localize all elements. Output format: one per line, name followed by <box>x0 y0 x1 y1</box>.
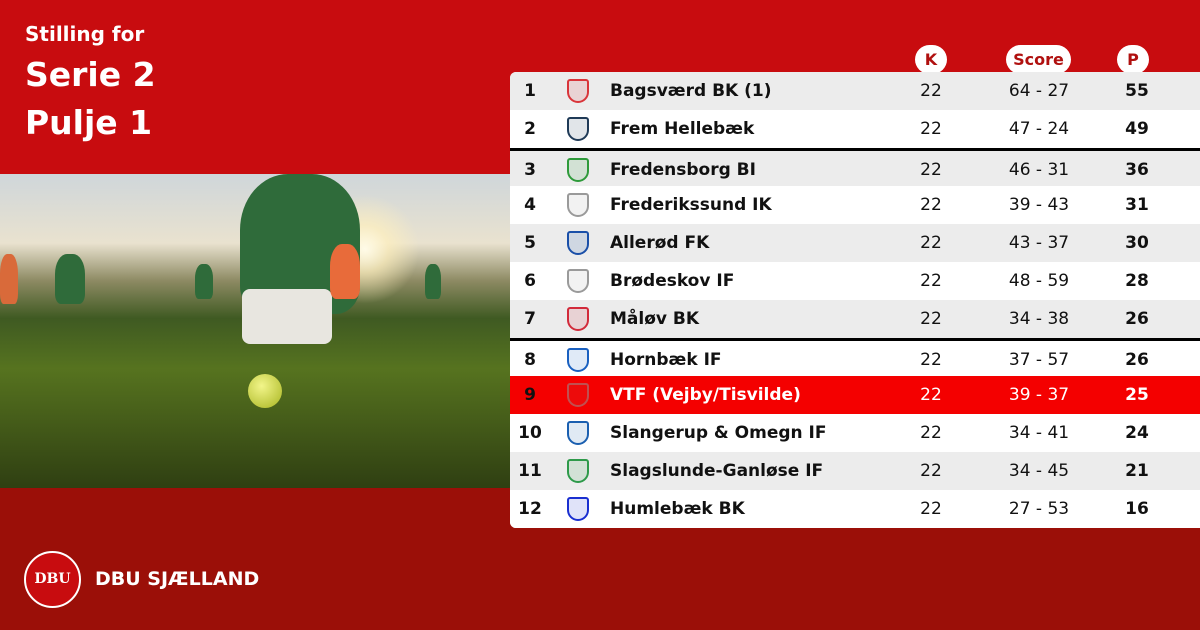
football-photo <box>0 174 510 488</box>
points-cell: 28 <box>1125 271 1149 291</box>
team-logo-icon <box>567 117 589 141</box>
team-name: Måløv BK <box>610 309 700 329</box>
matches-cell: 22 <box>920 499 942 519</box>
team-name: Humlebæk BK <box>610 499 745 519</box>
points-cell: 36 <box>1125 160 1149 180</box>
matches-cell: 22 <box>920 271 942 291</box>
team-name: Bagsværd BK (1) <box>610 81 772 101</box>
points-cell: 30 <box>1125 233 1149 253</box>
matches-cell: 22 <box>920 350 942 370</box>
dbu-logo: DBU <box>24 551 81 608</box>
matches-cell: 22 <box>920 309 942 329</box>
matches-cell: 22 <box>920 233 942 253</box>
points-cell: 16 <box>1125 499 1149 519</box>
points-cell: 31 <box>1125 195 1149 215</box>
team-name: Slagslunde-Ganløse IF <box>610 461 824 481</box>
points-cell: 26 <box>1125 309 1149 329</box>
team-logo-icon <box>567 231 589 255</box>
points-cell: 24 <box>1125 423 1149 443</box>
team-name: Frederikssund IK <box>610 195 772 215</box>
team-name: Fredensborg BI <box>610 160 756 180</box>
pool-title: Pulje 1 <box>25 103 153 142</box>
points-cell: 21 <box>1125 461 1149 481</box>
team-name: Hornbæk IF <box>610 350 722 370</box>
matches-cell: 22 <box>920 81 942 101</box>
table-row: 12 Humlebæk BK 22 27 - 53 16 <box>510 490 1200 528</box>
team-name: Slangerup & Omegn IF <box>610 423 827 443</box>
score-cell: 43 - 37 <box>1008 233 1070 253</box>
points-cell: 25 <box>1125 385 1149 405</box>
score-cell: 37 - 57 <box>1008 350 1070 370</box>
column-header-k: K <box>915 45 947 74</box>
rank-cell: 3 <box>524 160 536 180</box>
matches-cell: 22 <box>920 160 942 180</box>
league-title: Serie 2 <box>25 55 156 94</box>
score-cell: 27 - 53 <box>1008 499 1070 519</box>
team-logo-icon <box>567 497 589 521</box>
rank-cell: 10 <box>518 423 542 443</box>
rank-cell: 5 <box>524 233 536 253</box>
table-row: 10 Slangerup & Omegn IF 22 34 - 41 24 <box>510 414 1200 452</box>
standings-table: 1 Bagsværd BK (1) 22 64 - 27 55 2 Frem Hellebæ… <box>510 72 1200 528</box>
team-logo-icon <box>567 459 589 483</box>
score-cell: 34 - 41 <box>1008 423 1070 443</box>
points-cell: 49 <box>1125 119 1149 139</box>
matches-cell: 22 <box>920 119 942 139</box>
points-cell: 26 <box>1125 350 1149 370</box>
table-row: 1 Bagsværd BK (1) 22 64 - 27 55 <box>510 72 1200 110</box>
rank-cell: 9 <box>524 385 536 405</box>
team-name: Brødeskov IF <box>610 271 735 291</box>
score-cell: 64 - 27 <box>1008 81 1070 101</box>
score-cell: 34 - 45 <box>1008 461 1070 481</box>
rank-cell: 4 <box>524 195 536 215</box>
team-logo-icon <box>567 307 589 331</box>
team-logo-icon <box>567 421 589 445</box>
team-logo-icon <box>567 158 589 182</box>
table-row: 8 Hornbæk IF 22 37 - 57 26 <box>510 338 1200 376</box>
column-header-p: P <box>1117 45 1149 74</box>
heading-label: Stilling for <box>25 22 145 46</box>
table-row: 7 Måløv BK 22 34 - 38 26 <box>510 300 1200 338</box>
score-cell: 39 - 37 <box>1008 385 1070 405</box>
score-cell: 39 - 43 <box>1008 195 1070 215</box>
rank-cell: 7 <box>524 309 536 329</box>
team-logo-icon <box>567 383 589 407</box>
score-cell: 47 - 24 <box>1008 119 1070 139</box>
rank-cell: 8 <box>524 350 536 370</box>
team-name: VTF (Vejby/Tisvilde) <box>610 385 801 405</box>
table-row: 3 Fredensborg BI 22 46 - 31 36 <box>510 148 1200 186</box>
brand-name: DBU SJÆLLAND <box>95 568 260 590</box>
table-row: 6 Brødeskov IF 22 48 - 59 28 <box>510 262 1200 300</box>
team-logo-icon <box>567 193 589 217</box>
matches-cell: 22 <box>920 385 942 405</box>
rank-cell: 2 <box>524 119 536 139</box>
table-row: 9 VTF (Vejby/Tisvilde) 22 39 - 37 25 <box>510 376 1200 414</box>
team-logo-icon <box>567 348 589 372</box>
rank-cell: 11 <box>518 461 542 481</box>
matches-cell: 22 <box>920 423 942 443</box>
table-row: 11 Slagslunde-Ganløse IF 22 34 - 45 21 <box>510 452 1200 490</box>
team-name: Allerød FK <box>610 233 710 253</box>
score-cell: 48 - 59 <box>1008 271 1070 291</box>
team-logo-icon <box>567 269 589 293</box>
score-cell: 34 - 38 <box>1008 309 1070 329</box>
team-name: Frem Hellebæk <box>610 119 755 139</box>
matches-cell: 22 <box>920 195 942 215</box>
table-row: 2 Frem Hellebæk 22 47 - 24 49 <box>510 110 1200 148</box>
rank-cell: 12 <box>518 499 542 519</box>
table-row: 5 Allerød FK 22 43 - 37 30 <box>510 224 1200 262</box>
table-row: 4 Frederikssund IK 22 39 - 43 31 <box>510 186 1200 224</box>
matches-cell: 22 <box>920 461 942 481</box>
score-cell: 46 - 31 <box>1008 160 1070 180</box>
rank-cell: 6 <box>524 271 536 291</box>
column-header-score: Score <box>1006 45 1071 74</box>
team-logo-icon <box>567 79 589 103</box>
rank-cell: 1 <box>524 81 536 101</box>
points-cell: 55 <box>1125 81 1149 101</box>
